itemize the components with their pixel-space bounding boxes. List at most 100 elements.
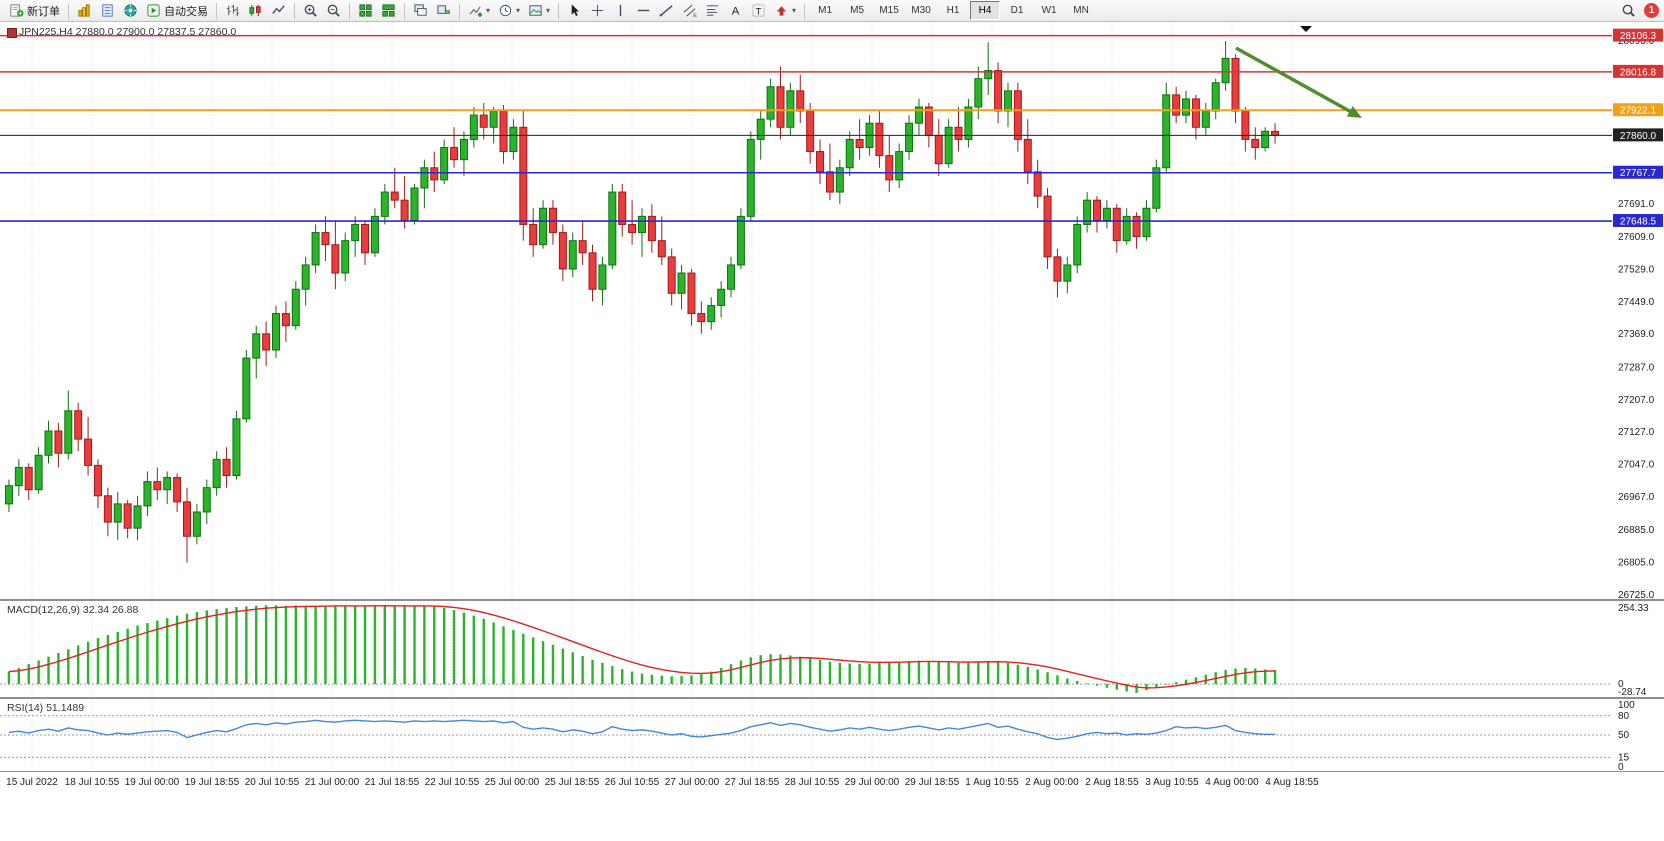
svg-text:15 Jul 2022: 15 Jul 2022 — [6, 777, 58, 788]
navigator-button[interactable] — [119, 0, 142, 21]
search-button[interactable] — [1617, 0, 1640, 21]
data-window-button[interactable] — [96, 0, 119, 21]
svg-text:27 Jul 18:55: 27 Jul 18:55 — [725, 777, 780, 788]
chart-shift-button[interactable] — [432, 0, 455, 21]
hline-button[interactable] — [632, 0, 655, 21]
svg-text:50: 50 — [1618, 730, 1630, 741]
channel-icon: E — [683, 4, 697, 18]
periods-button[interactable]: ▾ — [494, 0, 524, 21]
svg-text:15: 15 — [1618, 752, 1630, 763]
svg-text:80: 80 — [1618, 711, 1630, 722]
svg-text:27127.0: 27127.0 — [1618, 427, 1655, 438]
bar-chart-button[interactable] — [221, 0, 244, 21]
arrange-windows-button[interactable] — [377, 0, 400, 21]
timeframe-d1-button[interactable]: D1 — [1010, 5, 1024, 16]
macd-pane[interactable]: 254.33 0 -28.74 — [0, 601, 1664, 697]
auto-scroll-button[interactable] — [409, 0, 432, 21]
line-icon — [272, 5, 285, 14]
vline-button[interactable] — [609, 0, 632, 21]
svg-text:254.33: 254.33 — [1618, 603, 1649, 614]
trendline-button[interactable] — [655, 0, 678, 21]
svg-text:-28.74: -28.74 — [1618, 687, 1647, 697]
svg-text:T: T — [756, 6, 762, 16]
pane-divider — [0, 771, 1664, 772]
channel-button[interactable]: E — [678, 0, 701, 21]
svg-text:27529.0: 27529.0 — [1618, 264, 1655, 275]
zoom-out-button[interactable] — [322, 0, 345, 21]
svg-text:29 Jul 00:00: 29 Jul 00:00 — [845, 777, 900, 788]
svg-text:20 Jul 10:55: 20 Jul 10:55 — [245, 777, 300, 788]
crosshair-icon — [591, 4, 604, 17]
svg-text:25 Jul 00:00: 25 Jul 00:00 — [485, 777, 540, 788]
vline-icon — [619, 4, 622, 17]
auto-trading-button[interactable]: 自动交易 — [142, 0, 212, 21]
svg-text:4 Aug 00:00: 4 Aug 00:00 — [1205, 777, 1259, 788]
shapes-icon — [776, 6, 787, 16]
svg-text:0: 0 — [1618, 762, 1624, 771]
svg-text:26885.0: 26885.0 — [1618, 525, 1655, 536]
data-window-icon — [102, 4, 113, 17]
svg-text:0: 0 — [1618, 679, 1624, 690]
timeframe-mn-button[interactable]: MN — [1073, 5, 1089, 16]
svg-text:26967.0: 26967.0 — [1618, 492, 1655, 503]
bars-icon — [226, 4, 240, 17]
date-axis[interactable]: 15 Jul 2022 18 Jul 10:55 19 Jul 00:00 19 Ju… — [0, 772, 1664, 792]
timeframe-m30-button[interactable]: M30 — [911, 5, 931, 16]
text-button[interactable]: A — [724, 0, 747, 21]
new-order-button-label: 新订单 — [27, 5, 60, 18]
indicators-button[interactable]: ▾ — [464, 0, 494, 21]
tile-icon — [359, 4, 372, 17]
rsi-pane[interactable]: 100 80 50 15 0 — [0, 699, 1664, 771]
rsi-indicator-label: RSI(14) 51.1489 — [7, 702, 85, 714]
label-button[interactable]: T — [747, 0, 770, 21]
timeframe-m5-button[interactable]: M5 — [850, 5, 865, 16]
svg-text:19 Jul 18:55: 19 Jul 18:55 — [185, 777, 240, 788]
notification-badge[interactable]: 1 — [1644, 3, 1659, 18]
template-icon — [529, 5, 542, 16]
svg-text:27207.0: 27207.0 — [1618, 395, 1655, 406]
pane-divider[interactable] — [0, 599, 1664, 601]
timeframe-w1-button[interactable]: W1 — [1041, 5, 1057, 16]
main-chart-pane[interactable]: 28093.027691.027609.027529.027449.027369… — [0, 22, 1664, 599]
trendline-icon — [659, 5, 673, 17]
timeframe-h4-button[interactable]: H4 — [970, 1, 1001, 20]
zoom-in-button[interactable] — [299, 0, 322, 21]
fibonacci-button[interactable] — [701, 0, 724, 21]
svg-text:E: E — [693, 13, 697, 18]
timeframe-m1-button[interactable]: M1 — [818, 5, 833, 16]
pane-divider[interactable] — [0, 697, 1664, 699]
toolbar-separator — [68, 2, 69, 19]
cursor-button[interactable] — [563, 0, 586, 21]
svg-text:28016.8: 28016.8 — [1620, 67, 1657, 78]
candlestick-chart-button[interactable] — [244, 0, 267, 21]
svg-text:29 Jul 18:55: 29 Jul 18:55 — [905, 777, 960, 788]
templates-button[interactable]: ▾ — [524, 0, 554, 21]
timeframe-h1-button[interactable]: H1 — [946, 5, 960, 16]
toolbar-separator — [804, 2, 806, 19]
arrows-button[interactable]: ▾ — [770, 0, 800, 21]
svg-text:27047.0: 27047.0 — [1618, 460, 1655, 471]
new-order-button[interactable]: 新订单 — [5, 0, 64, 21]
chevron-down-icon: ▾ — [546, 5, 551, 15]
svg-text:26 Jul 10:55: 26 Jul 10:55 — [605, 777, 660, 788]
svg-text:100: 100 — [1618, 700, 1635, 711]
toolbar-separator — [216, 2, 217, 19]
svg-text:4 Aug 18:55: 4 Aug 18:55 — [1265, 777, 1319, 788]
chevron-down-icon: ▾ — [516, 5, 521, 15]
svg-text:27609.0: 27609.0 — [1618, 232, 1655, 243]
toolbar-separator — [404, 2, 405, 19]
svg-text:27922.1: 27922.1 — [1620, 106, 1657, 117]
zoom-in-icon — [304, 4, 317, 17]
svg-text:27287.0: 27287.0 — [1618, 362, 1655, 373]
line-chart-button[interactable] — [267, 0, 290, 21]
market-watch-button[interactable] — [73, 0, 96, 21]
timeframe-m15-button[interactable]: M15 — [879, 5, 899, 16]
fibo-icon — [706, 5, 719, 16]
toolbar-separator — [294, 2, 295, 19]
tile-windows-button[interactable] — [354, 0, 377, 21]
cascade-icon — [414, 4, 427, 16]
crosshair-button[interactable] — [586, 0, 609, 21]
svg-text:27369.0: 27369.0 — [1618, 329, 1655, 340]
svg-text:27648.5: 27648.5 — [1620, 217, 1657, 228]
